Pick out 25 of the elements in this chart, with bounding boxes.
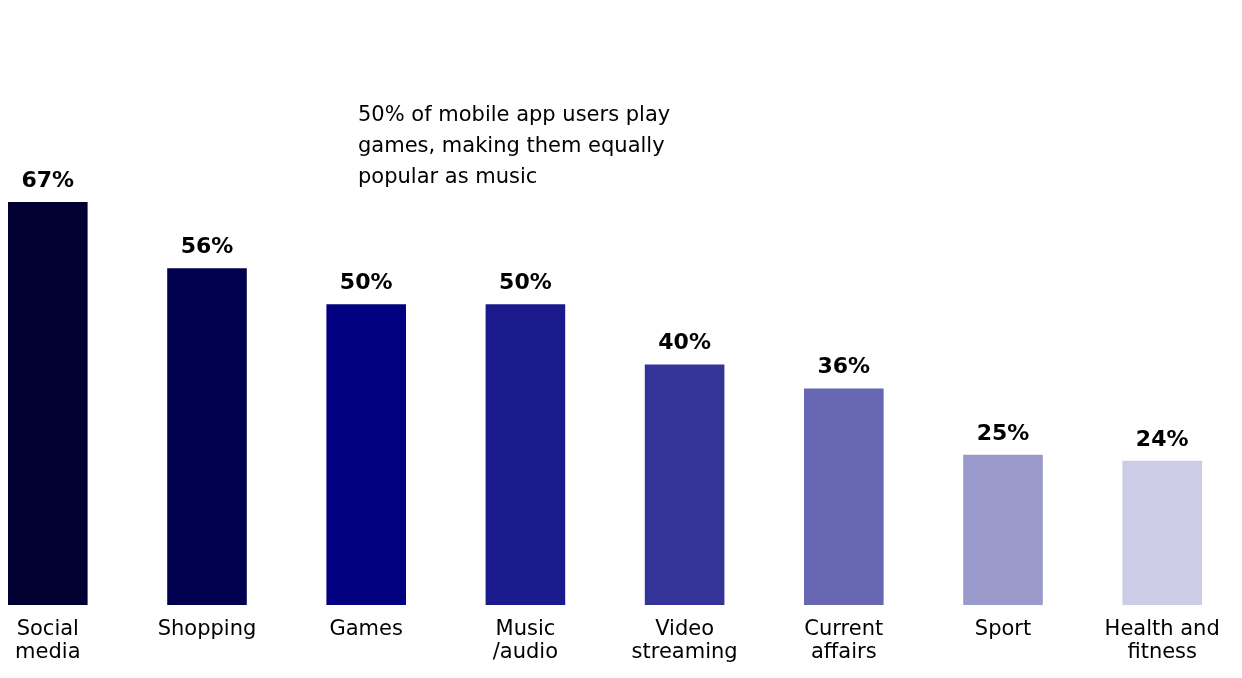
data-label: 40% xyxy=(658,329,711,355)
bar xyxy=(326,304,406,605)
bar xyxy=(167,268,247,605)
x-tick-label: Social media xyxy=(15,615,81,663)
data-label: 24% xyxy=(1135,425,1189,451)
bar xyxy=(804,388,884,605)
x-tick-label: Music /audio xyxy=(492,615,559,663)
bar xyxy=(1122,460,1202,605)
bar xyxy=(963,454,1043,605)
x-tick-label: Video streaming xyxy=(631,615,738,663)
data-label: 50% xyxy=(499,269,552,295)
text: 50% of mobile app users play games, making them equally popular as music xyxy=(358,102,671,188)
x-tick-label: Sport xyxy=(974,615,1032,640)
bar xyxy=(644,364,725,605)
x-tick-label: Games xyxy=(329,615,403,640)
data-label: 36% xyxy=(817,353,871,379)
x-tick-label: Shopping xyxy=(157,615,257,640)
data-label: 67% xyxy=(21,167,75,192)
data-label: 56% xyxy=(180,233,234,259)
data-label: 50% xyxy=(339,269,393,295)
bar xyxy=(8,202,88,605)
data-label: 25% xyxy=(976,419,1030,445)
bar xyxy=(485,304,566,605)
x-tick-label: Health and fitness xyxy=(1104,615,1220,663)
x-tick-label: Current affairs xyxy=(804,615,884,663)
